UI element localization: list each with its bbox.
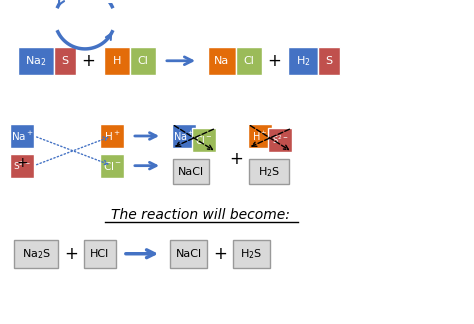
Text: The reaction will become:: The reaction will become: xyxy=(110,208,290,222)
FancyBboxPatch shape xyxy=(208,47,236,75)
FancyBboxPatch shape xyxy=(130,47,156,75)
FancyBboxPatch shape xyxy=(100,154,124,178)
Text: Cl: Cl xyxy=(244,56,255,66)
Text: S$^{2-}$: S$^{2-}$ xyxy=(13,159,31,172)
Text: Na$_2$: Na$_2$ xyxy=(25,54,47,68)
FancyBboxPatch shape xyxy=(54,47,76,75)
Text: HCl: HCl xyxy=(91,249,109,259)
Text: Na$_2$S: Na$_2$S xyxy=(21,247,51,260)
FancyBboxPatch shape xyxy=(288,47,318,75)
Text: +: + xyxy=(267,52,281,70)
FancyBboxPatch shape xyxy=(268,128,292,152)
Text: H$_2$: H$_2$ xyxy=(296,54,310,68)
FancyBboxPatch shape xyxy=(172,124,196,148)
Text: Cl: Cl xyxy=(137,56,148,66)
FancyBboxPatch shape xyxy=(173,159,209,184)
FancyBboxPatch shape xyxy=(104,47,130,75)
FancyBboxPatch shape xyxy=(318,47,340,75)
Text: Cl$^-$: Cl$^-$ xyxy=(195,134,213,146)
FancyBboxPatch shape xyxy=(84,240,116,268)
Text: +: + xyxy=(213,245,227,263)
Text: H$_2$S: H$_2$S xyxy=(240,247,263,260)
FancyBboxPatch shape xyxy=(233,240,270,268)
Text: NaCl: NaCl xyxy=(178,167,204,177)
Text: H$^+$: H$^+$ xyxy=(104,129,120,143)
FancyBboxPatch shape xyxy=(18,47,54,75)
Text: +: + xyxy=(64,245,78,263)
FancyBboxPatch shape xyxy=(248,124,272,148)
Text: S: S xyxy=(326,56,333,66)
Text: +: + xyxy=(81,52,95,70)
Text: NaCl: NaCl xyxy=(175,249,201,259)
FancyBboxPatch shape xyxy=(249,159,289,184)
Text: +: + xyxy=(229,150,243,168)
Text: Na$^+$: Na$^+$ xyxy=(10,129,34,143)
Text: H$_2$S: H$_2$S xyxy=(258,165,280,179)
FancyBboxPatch shape xyxy=(192,128,216,152)
Text: H: H xyxy=(113,56,121,66)
FancyBboxPatch shape xyxy=(236,47,262,75)
FancyBboxPatch shape xyxy=(100,124,124,148)
FancyBboxPatch shape xyxy=(10,124,34,148)
Text: +: + xyxy=(16,156,28,170)
Text: S$^{2-}$: S$^{2-}$ xyxy=(272,134,288,146)
Text: S: S xyxy=(62,56,69,66)
Text: H$^+$: H$^+$ xyxy=(252,129,268,143)
FancyBboxPatch shape xyxy=(14,240,58,268)
Text: Cl$^-$: Cl$^-$ xyxy=(102,160,121,172)
FancyBboxPatch shape xyxy=(170,240,207,268)
FancyBboxPatch shape xyxy=(10,154,34,178)
Text: Na$^+$: Na$^+$ xyxy=(173,129,195,143)
Text: Na: Na xyxy=(214,56,229,66)
